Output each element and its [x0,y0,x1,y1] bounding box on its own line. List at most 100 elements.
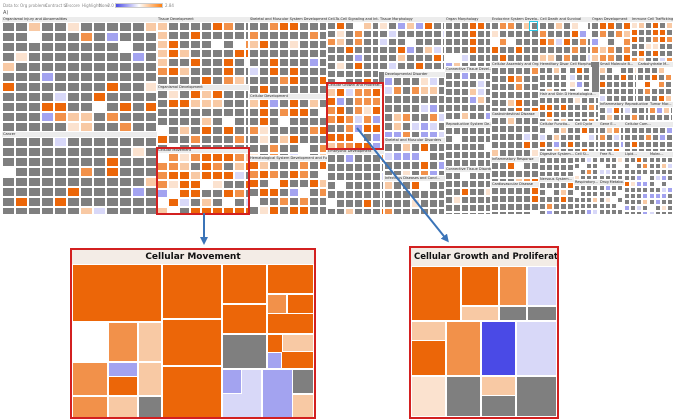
treemap-cell[interactable] [327,208,336,215]
treemap-cell[interactable] [93,207,106,215]
treemap-group-label[interactable]: Cellular Development [249,94,327,99]
treemap-cell[interactable] [212,198,223,207]
treemap-cell[interactable] [119,42,132,52]
treemap-cell[interactable] [309,188,319,197]
treemap-cell[interactable] [15,102,28,112]
treemap-cell[interactable] [433,30,442,38]
treemap-cell[interactable] [299,108,309,117]
treemap-cell[interactable] [28,102,41,112]
treemap-cell[interactable] [179,22,190,31]
treemap-cell[interactable] [299,40,309,49]
treemap-cell[interactable] [212,153,223,162]
treemap-cell[interactable] [259,31,269,40]
treemap-cell[interactable] [269,170,279,179]
treemap-cell[interactable] [363,208,372,215]
treemap-cell[interactable] [354,30,363,38]
treemap-cell[interactable] [54,177,67,187]
treemap-cell[interactable] [299,206,309,215]
treemap-cell[interactable] [279,170,289,179]
treemap-cell[interactable] [354,154,363,163]
treemap-cell[interactable] [41,167,54,177]
treemap-cell[interactable] [269,144,279,153]
treemap-cell[interactable] [15,112,28,122]
treemap-cell[interactable] [249,22,259,31]
treemap-cell[interactable] [106,147,119,157]
treemap-cell[interactable] [168,126,179,135]
treemap-cell[interactable] [289,170,299,179]
treemap-cell[interactable] [269,85,279,94]
treemap-cell[interactable] [80,137,93,147]
treemap-cell[interactable] [119,177,132,187]
treemap-cell[interactable] [2,22,15,32]
treemap-cell[interactable] [119,122,132,132]
treemap-cell[interactable] [80,32,93,42]
treemap-cell[interactable] [2,62,15,72]
treemap-cell[interactable] [289,49,299,58]
treemap-cell[interactable] [319,31,327,40]
treemap-cell[interactable] [132,177,145,187]
treemap-cell[interactable] [190,153,201,162]
treemap-cell[interactable] [354,88,363,97]
treemap-cell[interactable] [28,147,41,157]
treemap-group-label[interactable]: Cellular Movement [157,148,249,153]
treemap-cell[interactable] [119,62,132,72]
treemap-cell[interactable] [15,122,28,132]
treemap-cell[interactable] [201,90,212,99]
treemap-cell[interactable] [327,54,336,62]
treemap-cell[interactable] [234,108,245,117]
treemap-cell[interactable] [379,38,388,46]
treemap-cell[interactable] [28,22,41,32]
treemap-cell[interactable] [41,42,54,52]
treemap-cell[interactable] [299,161,309,170]
treemap-cell[interactable] [289,126,299,135]
treemap-cell[interactable] [28,62,41,72]
treemap-cell[interactable] [363,38,372,46]
treemap-cell[interactable] [145,82,157,92]
treemap-cell[interactable] [132,72,145,82]
treemap-cell[interactable] [201,180,212,189]
treemap-cell[interactable] [157,108,168,117]
treemap-cell[interactable] [309,49,319,58]
treemap-cell[interactable] [41,102,54,112]
treemap-cell[interactable] [289,135,299,144]
treemap-cell[interactable] [28,122,41,132]
treemap-cell[interactable] [201,31,212,40]
treemap-cell[interactable] [80,82,93,92]
treemap-cell[interactable] [336,190,345,199]
treemap-cell[interactable] [157,49,168,58]
treemap-cell[interactable] [212,40,223,49]
treemap-cell[interactable] [336,133,345,142]
treemap-cell[interactable] [54,62,67,72]
treemap-cell[interactable] [345,88,354,97]
treemap-cell[interactable] [245,108,249,117]
treemap-cell[interactable] [93,112,106,122]
treemap-cell[interactable] [345,30,354,38]
treemap-cell[interactable] [223,126,234,135]
treemap-cell[interactable] [289,58,299,67]
treemap-cell[interactable] [145,32,157,42]
treemap-cell[interactable] [201,153,212,162]
treemap-cell[interactable] [15,92,28,102]
treemap-cell[interactable] [106,62,119,72]
treemap-cell[interactable] [299,76,309,85]
treemap-cell[interactable] [2,32,15,42]
treemap-cell[interactable] [190,198,201,207]
treemap-cell[interactable] [245,117,249,126]
treemap-cell[interactable] [269,67,279,76]
treemap-cell[interactable] [309,197,319,206]
treemap-cell[interactable] [190,31,201,40]
treemap-cell[interactable] [168,198,179,207]
treemap-cell[interactable] [132,122,145,132]
treemap-cell[interactable] [269,22,279,31]
treemap-cell[interactable] [15,32,28,42]
treemap-cell[interactable] [249,85,259,94]
treemap-cell[interactable] [279,153,289,156]
treemap-cell[interactable] [345,190,354,199]
treemap-cell[interactable] [93,42,106,52]
treemap-cell[interactable] [201,22,212,31]
treemap-cell[interactable] [15,197,28,207]
treemap-cell[interactable] [28,92,41,102]
treemap-cell[interactable] [190,135,201,144]
treemap-cell[interactable] [354,172,363,181]
treemap-cell[interactable] [223,180,234,189]
